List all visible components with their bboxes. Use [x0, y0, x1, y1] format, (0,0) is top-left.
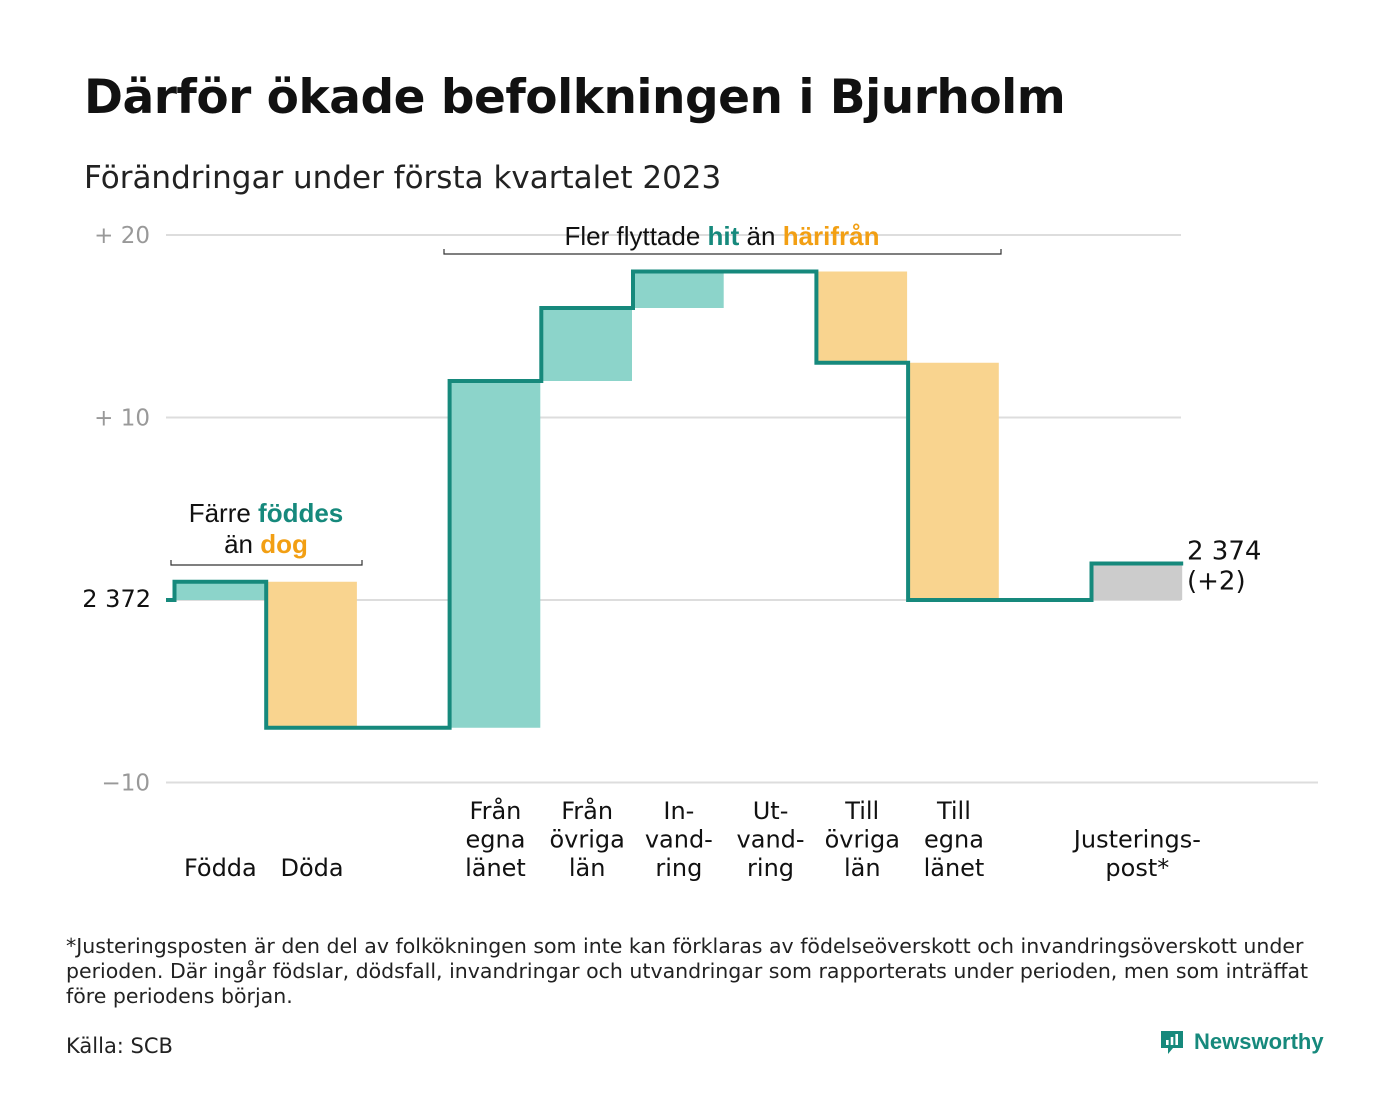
bar — [909, 362, 999, 600]
x-category-label: län — [569, 854, 606, 882]
bar — [1092, 563, 1183, 600]
bar — [817, 271, 908, 363]
brand-name: Newsworthy — [1194, 1029, 1324, 1054]
x-category-label: vand- — [737, 826, 805, 854]
x-category-label: post* — [1105, 854, 1169, 882]
waterfall-chart: + 20+ 10−102 372 Födda DödaFrånegnalänetF… — [82, 221, 1318, 882]
y-tick-label: −10 — [101, 771, 150, 797]
bar — [634, 271, 724, 308]
annotation-run: än — [224, 529, 260, 559]
bar — [267, 581, 357, 728]
x-category-label: län — [844, 854, 881, 882]
annotation-run: dog — [260, 529, 308, 559]
x-category-label: övriga — [549, 826, 624, 854]
x-category-label: vand- — [645, 826, 713, 854]
bars — [175, 271, 1183, 728]
annotation-run: hit — [708, 221, 740, 251]
x-category-label: egna — [924, 826, 984, 854]
value-labels: 2 374(+2) — [1187, 537, 1261, 597]
bar — [542, 308, 632, 381]
x-category-label: Ut- — [753, 797, 789, 825]
bar — [175, 581, 266, 600]
running-total-path — [166, 269, 1184, 730]
x-axis-labels: Födda DödaFrånegnalänetFrånövrigalänIn-va… — [184, 796, 1201, 882]
x-category-label: egna — [465, 826, 525, 854]
y-tick-label: + 10 — [94, 406, 150, 432]
annotation-run: än — [739, 221, 782, 251]
footnote: *Justeringsposten är den del av folkökni… — [66, 934, 1309, 1008]
migration-bracket — [443, 249, 1002, 255]
births-annotation-line: Färre föddes — [189, 498, 344, 528]
annotation-run: Fler flyttade — [564, 221, 707, 251]
x-category-label: övriga — [825, 826, 900, 854]
births-bracket — [170, 560, 363, 566]
x-category-label: Från — [470, 796, 522, 825]
end-change-label: (+2) — [1187, 567, 1246, 597]
annotation-run: Färre — [189, 498, 258, 528]
x-category-label: Justerings- — [1072, 826, 1201, 854]
migration-annotation-line: Fler flyttade hit än härifrån — [564, 221, 879, 251]
births-annotation-line: än dog — [224, 529, 308, 559]
x-category-label: ring — [747, 854, 794, 882]
x-category-label: In- — [663, 797, 694, 825]
x-category-label: länet — [465, 854, 526, 882]
x-category-label: Från — [561, 796, 613, 825]
bar — [450, 381, 541, 728]
x-category-label: Döda — [280, 854, 343, 882]
x-category-label: Till — [844, 797, 879, 825]
newsworthy-logo-icon — [1161, 1031, 1183, 1054]
y-tick-label: + 20 — [94, 223, 150, 249]
x-category-label: ring — [655, 854, 702, 882]
x-category-label: Till — [936, 797, 971, 825]
baseline-value-label: 2 372 — [82, 585, 151, 613]
brand: Newsworthy — [1158, 1028, 1324, 1056]
annotation-run: föddes — [258, 498, 343, 528]
x-category-label: länet — [924, 854, 985, 882]
running-total-line — [166, 269, 1184, 730]
chart-subtitle: Förändringar under första kvartalet 2023 — [84, 160, 722, 196]
end-value-label: 2 374 — [1187, 537, 1261, 567]
annotation-run: härifrån — [783, 221, 880, 251]
chart-title: Därför ökade befolkningen i Bjurholm — [84, 70, 1066, 125]
x-category-label: Födda — [184, 854, 257, 882]
source-note: Källa: SCB — [66, 1034, 173, 1058]
y-axis-labels: + 20 + 10 −10 2 372 — [82, 223, 151, 797]
